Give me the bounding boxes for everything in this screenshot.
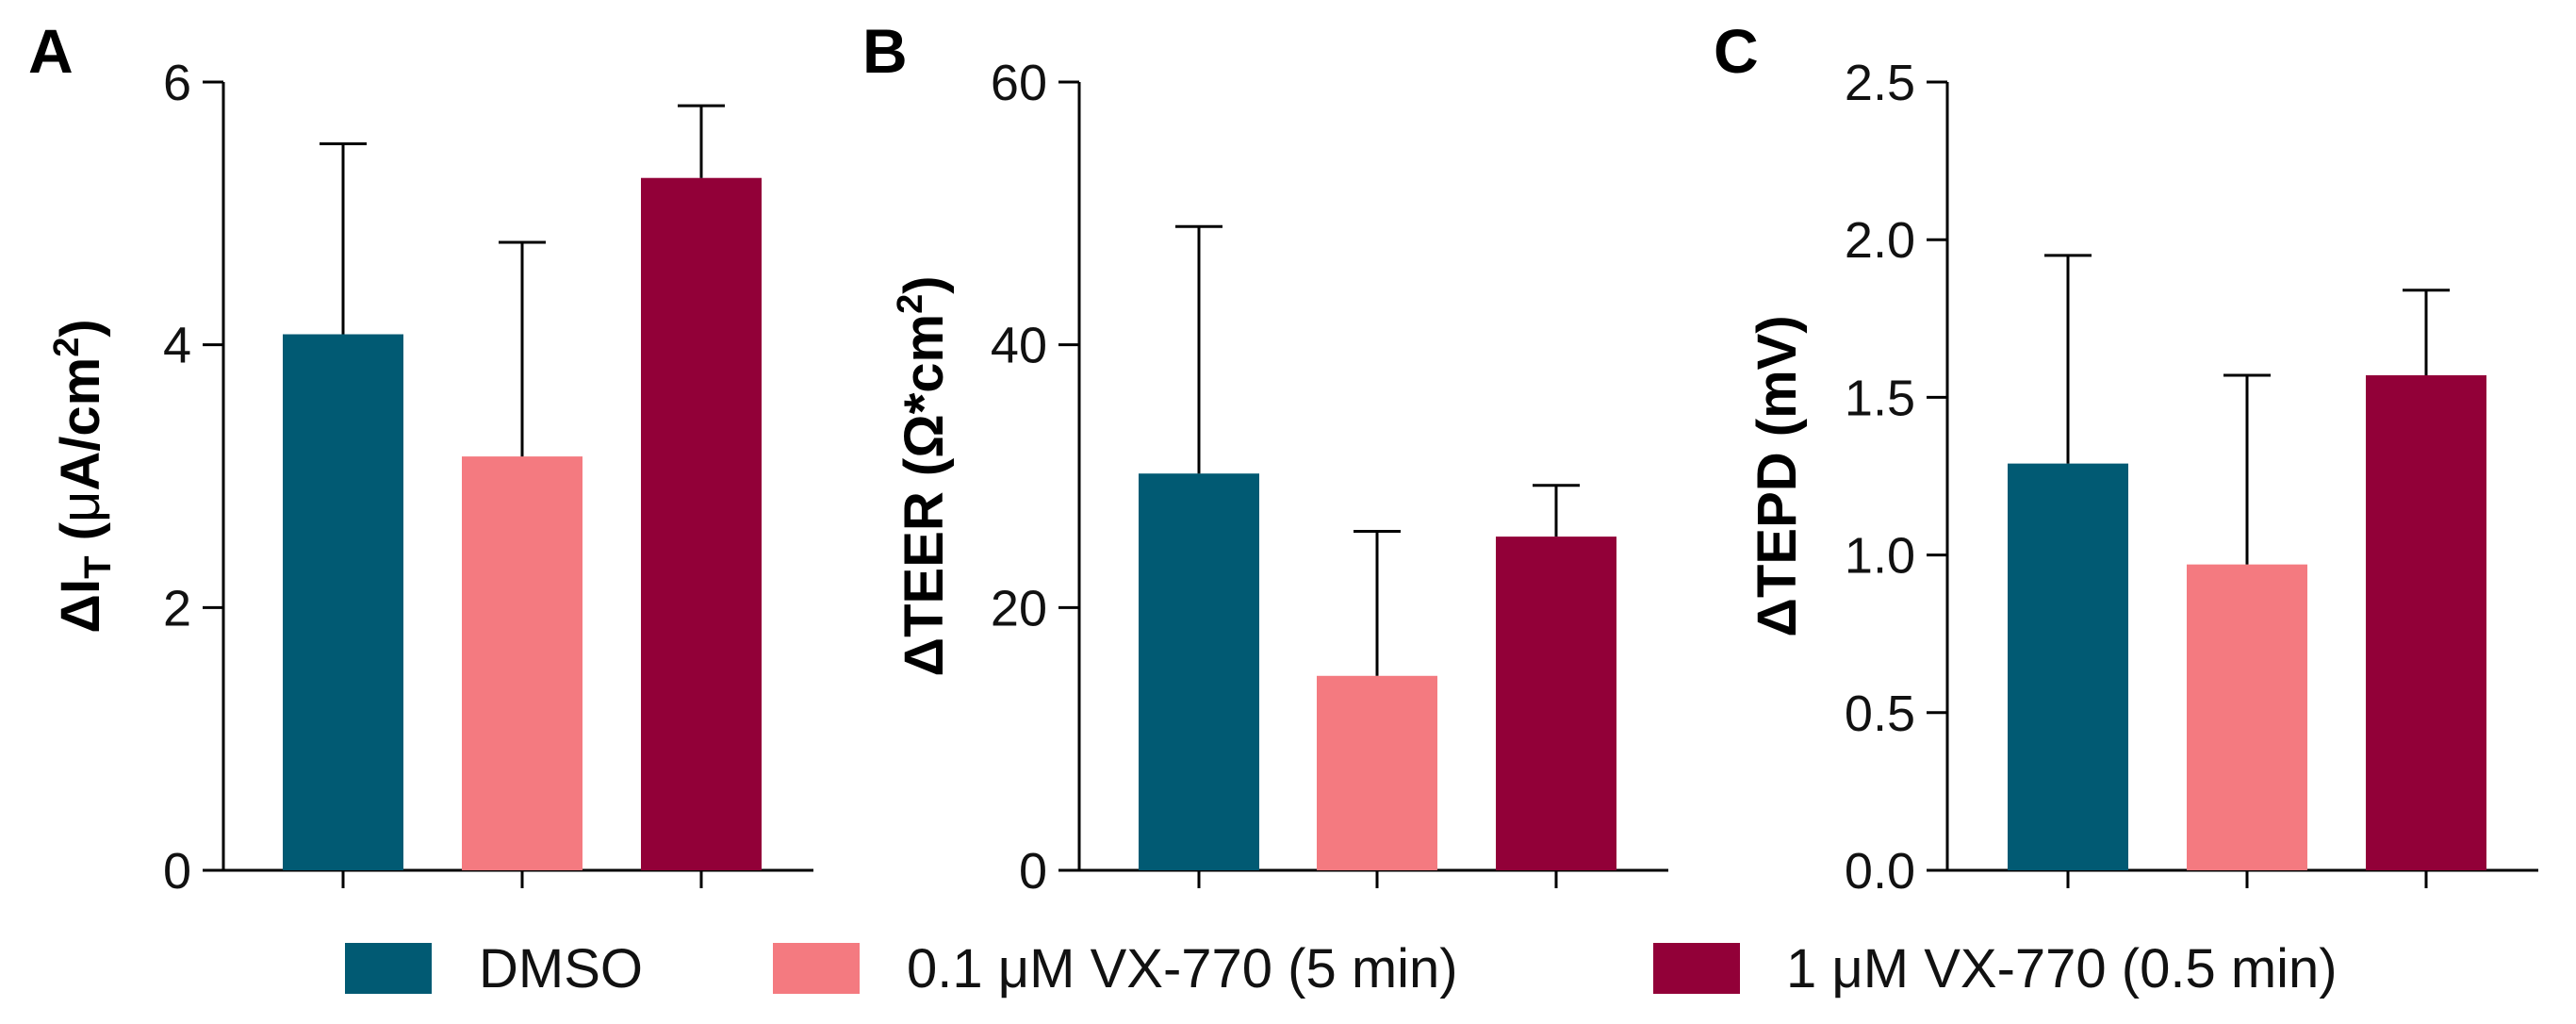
bar-b-1[interactable]	[1139, 473, 1259, 870]
y-axis-label-part: (	[50, 521, 111, 555]
y-axis-label-c: ΔTEPD (mV)	[1747, 315, 1808, 636]
y-tick-label-b: 0	[1019, 843, 1047, 900]
bar-c-1[interactable]	[2008, 463, 2128, 870]
y-tick-label-c: 0.5	[1845, 685, 1915, 742]
y-axis-label-part: μ	[50, 491, 111, 522]
y-axis-label-part: T	[77, 555, 119, 578]
legend-swatch-1	[345, 943, 432, 994]
legend-swatch-3	[1653, 943, 1740, 994]
y-tick-label-c: 2.0	[1845, 212, 1915, 269]
y-axis-label-part: ΔTEPD (mV)	[1747, 315, 1808, 636]
y-tick-label-a: 0	[163, 843, 191, 900]
y-axis-label-part: ΔTEER (Ω*cm	[894, 314, 955, 677]
y-tick-label-a: 6	[163, 55, 191, 111]
y-tick-label-b: 20	[991, 580, 1047, 636]
y-axis-label-part: 2	[47, 338, 87, 357]
panel-letter-b: B	[862, 16, 908, 86]
y-tick-label-c: 1.0	[1845, 528, 1915, 585]
y-tick-label-c: 2.5	[1845, 55, 1915, 111]
y-axis-label-part: 2	[891, 294, 930, 314]
panel-letter-c: C	[1714, 16, 1759, 86]
y-tick-label-a: 2	[163, 580, 191, 636]
y-axis-label-a: ΔIT (μA/cm2)	[47, 319, 119, 633]
y-tick-label-c: 0.0	[1845, 843, 1915, 900]
legend-label-2: 0.1 μM VX-770 (5 min)	[907, 938, 1458, 999]
bar-b-2[interactable]	[1317, 675, 1437, 870]
y-tick-label-a: 4	[163, 318, 191, 374]
y-tick-label-b: 60	[991, 55, 1047, 111]
bar-b-3[interactable]	[1496, 537, 1616, 870]
bar-c-3[interactable]	[2366, 374, 2486, 870]
bar-a-1[interactable]	[283, 334, 403, 870]
legend-label-3: 1 μM VX-770 (0.5 min)	[1786, 938, 2338, 999]
bar-a-3[interactable]	[641, 177, 762, 871]
y-axis-label-part: )	[50, 319, 111, 337]
y-axis-label-part: ΔI	[50, 579, 111, 634]
bar-c-2[interactable]	[2187, 564, 2307, 870]
y-axis-label-part: )	[894, 275, 955, 293]
panel-b: B 0 20 40 60 ΔTEER (Ω*cm2)	[862, 16, 1668, 900]
y-axis-label-part: A/cm	[50, 357, 111, 491]
legend-swatch-2	[773, 943, 860, 994]
panel-c: C 0.0 0.5 1.0 1.5 2.0 2.5 ΔTEPD (mV)	[1714, 16, 2538, 900]
y-tick-label-b: 40	[991, 318, 1047, 374]
bar-a-2[interactable]	[462, 456, 582, 870]
panel-letter-a: A	[28, 16, 74, 86]
legend-label-1: DMSO	[479, 938, 643, 999]
y-axis-label-b: ΔTEER (Ω*cm2)	[891, 275, 955, 676]
legend: DMSO 0.1 μM VX-770 (5 min) 1 μM VX-770 (0.…	[345, 938, 2338, 999]
y-tick-label-c: 1.5	[1845, 370, 1915, 426]
